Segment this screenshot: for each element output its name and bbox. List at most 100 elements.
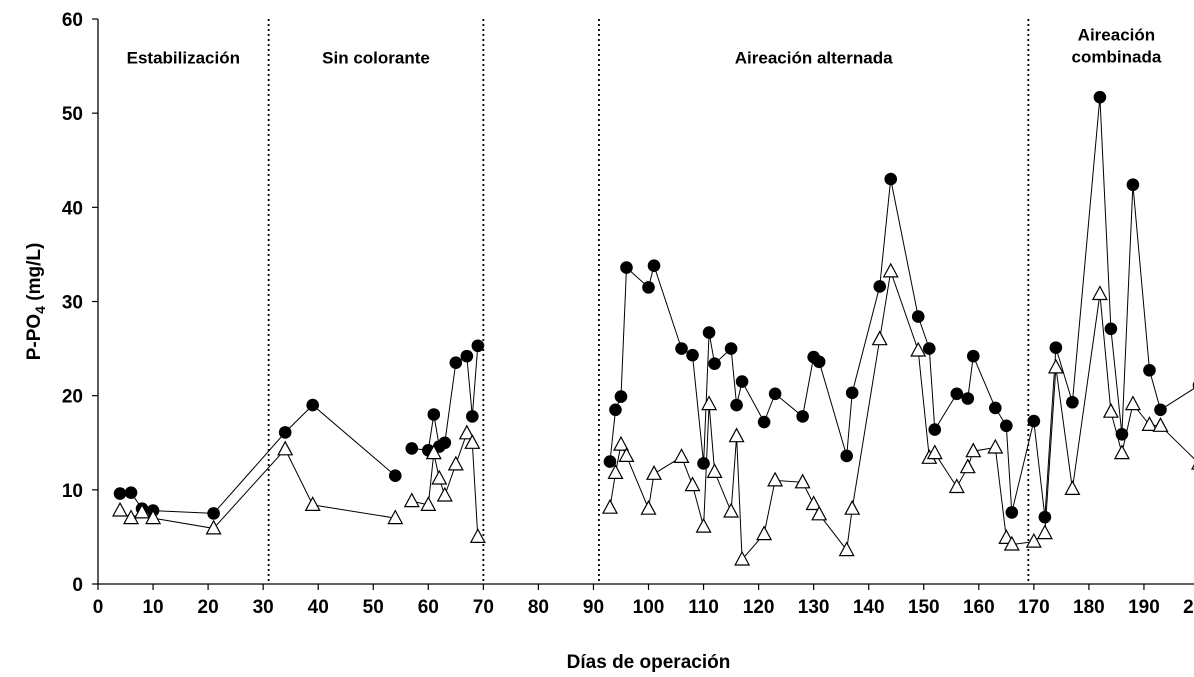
data-point bbox=[723, 502, 740, 518]
x-tick-label: 140 bbox=[853, 597, 885, 618]
x-tick-label: 10 bbox=[142, 597, 163, 618]
y-axis-label-main: P-PO bbox=[24, 314, 45, 360]
data-point bbox=[959, 458, 976, 474]
data-point bbox=[796, 410, 809, 423]
data-point bbox=[950, 387, 964, 401]
series-line bbox=[119, 448, 396, 529]
data-point bbox=[122, 509, 140, 525]
x-tick-label: 20 bbox=[198, 597, 219, 618]
data-point bbox=[811, 505, 828, 521]
data-point bbox=[845, 386, 859, 400]
data-point bbox=[640, 499, 657, 515]
data-point bbox=[757, 415, 771, 429]
data-point bbox=[607, 464, 624, 479]
data-point bbox=[871, 330, 888, 346]
data-point bbox=[756, 525, 773, 541]
y-axis-label-unit: (mg/L) bbox=[24, 243, 45, 306]
data-point bbox=[1141, 416, 1158, 431]
data-point bbox=[767, 471, 784, 487]
data-point bbox=[1126, 178, 1140, 192]
data-point bbox=[1104, 322, 1118, 336]
data-point bbox=[387, 509, 404, 525]
data-point bbox=[388, 469, 402, 483]
x-tick-label: 0 bbox=[93, 597, 104, 618]
x-tick-label: 50 bbox=[363, 597, 384, 618]
data-point bbox=[113, 487, 127, 500]
data-point bbox=[1152, 417, 1169, 432]
data-point bbox=[673, 448, 690, 463]
data-point bbox=[449, 356, 463, 370]
data-point bbox=[278, 426, 292, 439]
data-point bbox=[910, 341, 927, 357]
x-tick-label: 160 bbox=[963, 597, 995, 618]
data-point bbox=[926, 444, 943, 460]
series-1 bbox=[113, 90, 1194, 524]
data-point bbox=[701, 395, 718, 411]
data-point bbox=[1049, 341, 1063, 354]
y-tick-label: 0 bbox=[72, 575, 83, 596]
period-label: Sin colorante bbox=[322, 48, 430, 67]
x-tick-label: 190 bbox=[1128, 597, 1160, 618]
data-point bbox=[431, 469, 448, 485]
data-point bbox=[403, 492, 420, 508]
data-point bbox=[922, 342, 936, 355]
x-tick-label: 180 bbox=[1073, 597, 1105, 618]
data-point bbox=[1154, 403, 1167, 417]
data-point bbox=[735, 375, 749, 388]
data-point bbox=[1005, 506, 1019, 519]
data-point bbox=[133, 503, 151, 519]
x-tick-label: 90 bbox=[583, 597, 604, 618]
data-point bbox=[1113, 444, 1130, 460]
data-point bbox=[642, 281, 655, 294]
data-point bbox=[882, 262, 899, 278]
data-point bbox=[471, 339, 485, 353]
data-point bbox=[1003, 535, 1020, 551]
ticks: 0 10 20 30 40 50 60 70 80 90 100 110 120 130 140 150 160… bbox=[62, 10, 1194, 618]
data-point bbox=[124, 486, 138, 499]
period-label-line: combinada bbox=[1072, 48, 1162, 67]
data-point bbox=[647, 259, 661, 273]
data-point bbox=[794, 473, 811, 489]
y-tick-label: 40 bbox=[62, 198, 83, 219]
data-point bbox=[840, 449, 853, 463]
data-point bbox=[884, 172, 898, 186]
data-point bbox=[438, 436, 452, 450]
data-point bbox=[458, 424, 475, 440]
period-label: Estabilización bbox=[127, 48, 240, 67]
x-tick-label: 170 bbox=[1018, 597, 1050, 618]
data-point bbox=[1143, 363, 1156, 377]
data-point bbox=[1102, 402, 1119, 418]
x-tick-label: 70 bbox=[473, 597, 494, 618]
x-tick-label: 150 bbox=[908, 597, 940, 618]
data-point bbox=[965, 442, 982, 458]
series-line bbox=[609, 97, 1194, 518]
data-point bbox=[207, 507, 220, 520]
data-point bbox=[706, 463, 723, 478]
data-point bbox=[844, 499, 861, 515]
data-point bbox=[614, 390, 628, 403]
data-point bbox=[277, 440, 294, 456]
period-label: Aireación alternada bbox=[735, 48, 893, 67]
y-tick-label: 50 bbox=[62, 104, 83, 125]
data-point bbox=[304, 496, 321, 511]
data-point bbox=[730, 398, 743, 412]
data-point bbox=[1025, 532, 1042, 548]
period-label: Aireación combinada bbox=[1072, 26, 1162, 67]
data-point bbox=[1091, 285, 1108, 301]
x-tick-label: 40 bbox=[308, 597, 329, 618]
data-point bbox=[1064, 480, 1081, 495]
data-point bbox=[697, 457, 710, 470]
y-tick-label: 60 bbox=[62, 10, 83, 31]
axes bbox=[97, 19, 1194, 585]
data-point bbox=[734, 550, 751, 566]
data-point bbox=[695, 517, 712, 533]
data-point bbox=[1093, 90, 1107, 104]
data-point bbox=[728, 427, 745, 443]
data-point bbox=[427, 408, 441, 421]
data-point bbox=[1066, 395, 1079, 409]
x-tick-label: 130 bbox=[798, 597, 830, 618]
data-point bbox=[645, 465, 663, 480]
data-point bbox=[601, 498, 619, 514]
data-point bbox=[675, 342, 688, 355]
